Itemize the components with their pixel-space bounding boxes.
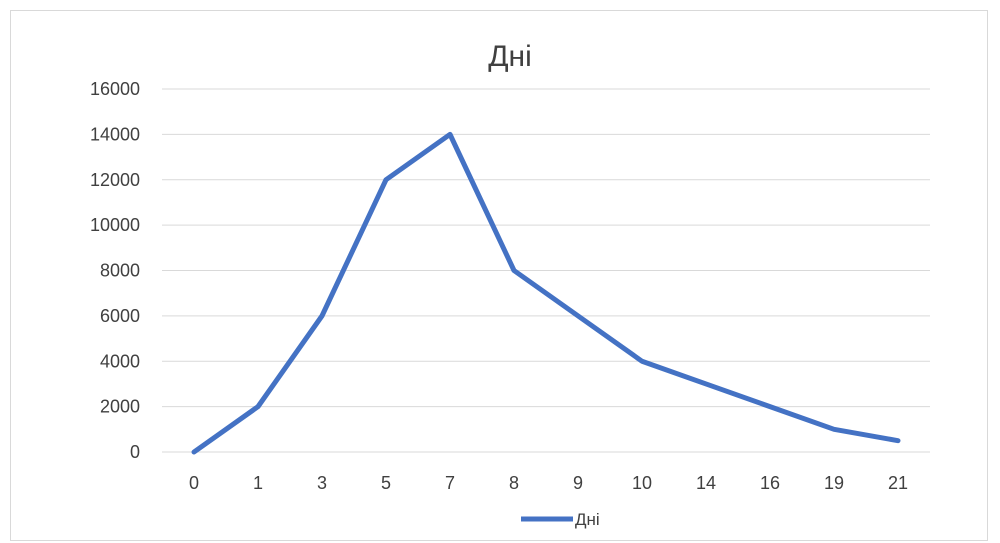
y-tick-label: 2000	[100, 397, 140, 417]
y-tick-label: 14000	[90, 124, 140, 144]
legend: Дні	[521, 510, 600, 529]
x-tick-label: 14	[696, 473, 716, 493]
x-tick-label: 3	[317, 473, 327, 493]
series-line-0	[191, 131, 901, 455]
x-tick-label: 0	[189, 473, 199, 493]
x-tick-label: 1	[253, 473, 263, 493]
x-tick-label: 7	[445, 473, 455, 493]
x-tick-label: 8	[509, 473, 519, 493]
x-tick-label: 19	[824, 473, 844, 493]
y-tick-label: 6000	[100, 306, 140, 326]
y-tick-label: 0	[130, 442, 140, 462]
x-tick-label: 21	[888, 473, 908, 493]
y-tick-label: 4000	[100, 351, 140, 371]
x-tick-label: 10	[632, 473, 652, 493]
y-tick-label: 10000	[90, 215, 140, 235]
y-tick-label: 16000	[90, 79, 140, 99]
legend-label: Дні	[575, 510, 600, 529]
x-axis-ticks: 0 1 3 5 7 8 9 10 14 16 19 21	[189, 473, 908, 493]
y-tick-label: 8000	[100, 261, 140, 281]
series-layer	[191, 131, 901, 455]
gridlines	[162, 88, 930, 453]
y-tick-label: 12000	[90, 170, 140, 190]
x-tick-label: 9	[573, 473, 583, 493]
x-tick-label: 5	[381, 473, 391, 493]
x-tick-label: 16	[760, 473, 780, 493]
chart-title: Дні	[488, 40, 532, 73]
y-axis-ticks: 0 2000 4000 6000 8000 10000 12000 14000 16000	[90, 79, 140, 462]
